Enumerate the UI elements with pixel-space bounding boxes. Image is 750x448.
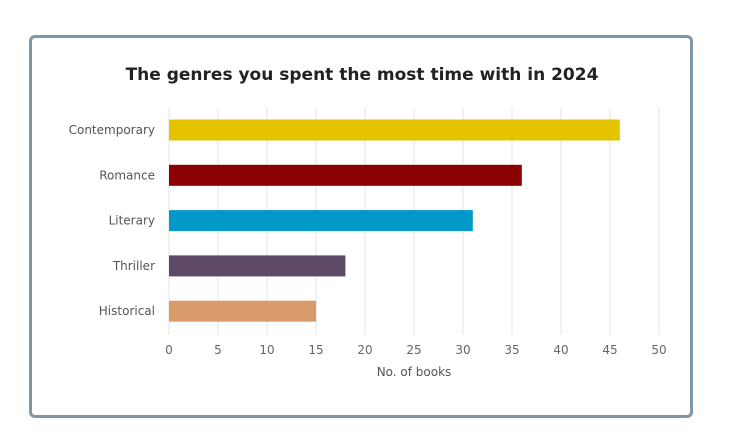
grid-lines xyxy=(168,108,660,335)
x-tick-label: 35 xyxy=(504,343,519,357)
category-label: Romance xyxy=(99,168,155,182)
category-label: Historical xyxy=(99,304,155,318)
x-tick-label: 45 xyxy=(602,343,617,357)
x-tick-label: 0 xyxy=(165,343,173,357)
bar-romance xyxy=(169,164,522,186)
category-label: Contemporary xyxy=(69,123,155,137)
bar-contemporary xyxy=(169,119,620,141)
x-tick-label: 5 xyxy=(214,343,222,357)
category-label: Literary xyxy=(109,214,155,228)
x-tick-label: 50 xyxy=(651,343,666,357)
bars xyxy=(169,119,620,322)
x-tick-label: 15 xyxy=(308,343,323,357)
x-tick-label: 20 xyxy=(357,343,372,357)
bar-historical xyxy=(169,300,316,322)
category-label: Thriller xyxy=(112,259,155,273)
category-labels: Contemporary Romance Literary Thriller Histo… xyxy=(69,123,155,318)
bar-literary xyxy=(169,210,473,232)
x-tick-label: 25 xyxy=(406,343,421,357)
x-axis-title: No. of books xyxy=(377,365,452,379)
bar-thriller xyxy=(169,255,346,277)
x-tick-label: 30 xyxy=(455,343,470,357)
x-tick-label: 40 xyxy=(553,343,568,357)
x-tick-labels: 0 5 10 15 20 25 30 35 40 45 50 xyxy=(165,343,666,357)
x-tick-label: 10 xyxy=(259,343,274,357)
chart-title: The genres you spent the most time with … xyxy=(126,65,599,85)
